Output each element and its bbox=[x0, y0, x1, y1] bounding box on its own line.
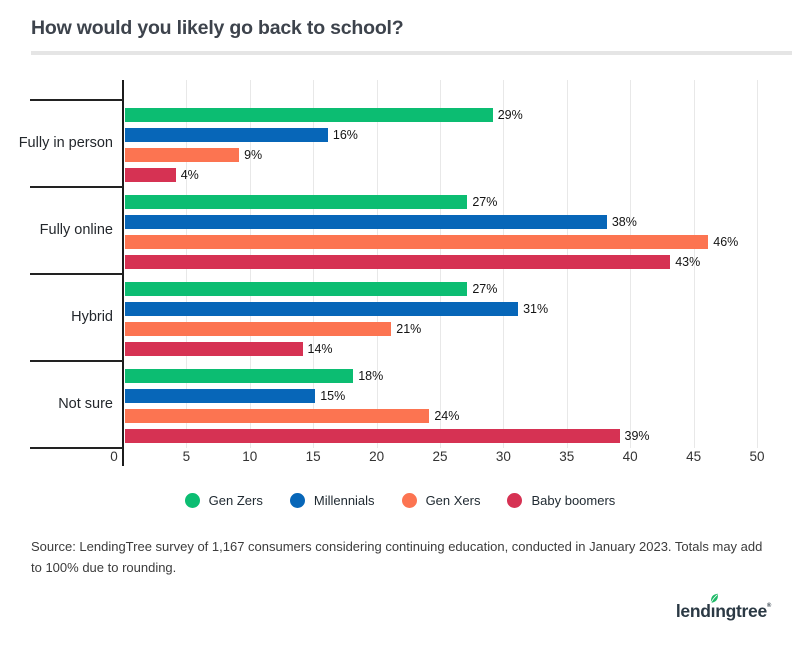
legend-label: Gen Xers bbox=[425, 492, 481, 508]
bar-value-label: 4% bbox=[180, 168, 199, 182]
bar-value-label: 39% bbox=[624, 429, 650, 443]
bar-value-label: 24% bbox=[434, 409, 460, 423]
category-label: Not sure bbox=[58, 395, 113, 412]
bar-value-label: 16% bbox=[332, 128, 358, 142]
x-tick-label: 20 bbox=[369, 449, 385, 464]
x-tick-label: 45 bbox=[686, 449, 702, 464]
x-tick-label: 40 bbox=[622, 449, 638, 464]
x-tick-label: 15 bbox=[305, 449, 321, 464]
category-boundary bbox=[30, 186, 123, 188]
chart-title: How would you likely go back to school? bbox=[31, 17, 404, 39]
category-boundary bbox=[30, 99, 123, 101]
category-boundary bbox=[30, 360, 123, 362]
legend-item-millennials: Millennials bbox=[289, 492, 375, 508]
bar-value-label: 27% bbox=[472, 195, 498, 209]
lendingtree-logo: lendı ngtree® bbox=[675, 593, 771, 622]
y-axis-line bbox=[122, 80, 124, 466]
bar-value-label: 27% bbox=[472, 282, 498, 296]
bar-value-label: 18% bbox=[358, 369, 384, 383]
legend-dot-icon bbox=[184, 492, 200, 508]
bar-gen-zers bbox=[125, 195, 468, 209]
x-tick-label: 25 bbox=[432, 449, 448, 464]
x-tick-label: 5 bbox=[182, 449, 191, 464]
x-tick-label: 10 bbox=[242, 449, 258, 464]
bar-value-label: 15% bbox=[320, 389, 346, 403]
legend-dot-icon bbox=[289, 492, 305, 508]
legend-dot-icon bbox=[507, 492, 523, 508]
logo-text-before: lend bbox=[675, 601, 711, 621]
bar-millennials bbox=[125, 389, 316, 403]
logo-letter-i: ı bbox=[710, 593, 718, 622]
category-boundary bbox=[30, 447, 123, 449]
chart-legend: Gen Zers Millennials Gen Xers Baby boomers bbox=[0, 487, 800, 513]
legend-label: Baby boomers bbox=[531, 492, 616, 508]
bar-gen-xers bbox=[125, 148, 240, 162]
source-note: Source: LendingTree survey of 1,167 cons… bbox=[31, 539, 763, 576]
bar-baby-boomers bbox=[125, 255, 671, 269]
bar-gen-xers bbox=[125, 235, 709, 249]
bar-gen-zers bbox=[125, 282, 468, 296]
x-tick-label: 0 bbox=[110, 449, 118, 464]
bar-millennials bbox=[125, 128, 328, 142]
category-label: Fully in person bbox=[18, 134, 113, 151]
bar-value-label: 31% bbox=[523, 302, 549, 316]
legend-item-gen-zers: Gen Zers bbox=[184, 492, 263, 508]
bar-value-label: 21% bbox=[396, 322, 422, 336]
bar-value-label: 38% bbox=[611, 215, 637, 229]
bar-baby-boomers bbox=[125, 168, 176, 182]
bar-baby-boomers bbox=[125, 429, 620, 443]
bar-baby-boomers bbox=[125, 342, 303, 356]
legend-label: Millennials bbox=[313, 492, 375, 508]
category-label: Fully online bbox=[39, 221, 113, 238]
bar-millennials bbox=[125, 302, 519, 316]
category-label: Hybrid bbox=[71, 308, 113, 325]
bar-gen-zers bbox=[125, 108, 493, 122]
bar-gen-xers bbox=[125, 409, 430, 423]
bar-gen-zers bbox=[125, 369, 354, 383]
legend-dot-icon bbox=[401, 492, 417, 508]
category-boundary bbox=[30, 273, 123, 275]
logo-text-after: ngtree bbox=[715, 601, 767, 621]
bar-value-label: 46% bbox=[713, 235, 739, 249]
bar-value-label: 29% bbox=[497, 108, 523, 122]
bar-value-label: 9% bbox=[244, 148, 263, 162]
x-tick-label: 35 bbox=[559, 449, 575, 464]
registered-mark: ® bbox=[766, 603, 771, 609]
x-tick-label: 50 bbox=[749, 449, 765, 464]
bar-millennials bbox=[125, 215, 607, 229]
bar-value-label: 43% bbox=[675, 255, 701, 269]
bar-gen-xers bbox=[125, 322, 392, 336]
gridline-45 bbox=[693, 80, 695, 448]
title-divider bbox=[31, 51, 792, 55]
grouped-bar-chart: Fully in person 29% 16% 9% 4% Fully online 27%… bbox=[0, 80, 800, 466]
leaf-icon bbox=[710, 593, 718, 604]
legend-item-gen-xers: Gen Xers bbox=[401, 492, 481, 508]
bar-value-label: 14% bbox=[307, 342, 333, 356]
x-tick-label: 30 bbox=[495, 449, 511, 464]
legend-label: Gen Zers bbox=[208, 492, 263, 508]
gridline-50 bbox=[757, 80, 758, 448]
legend-item-baby-boomers: Baby boomers bbox=[507, 492, 616, 508]
